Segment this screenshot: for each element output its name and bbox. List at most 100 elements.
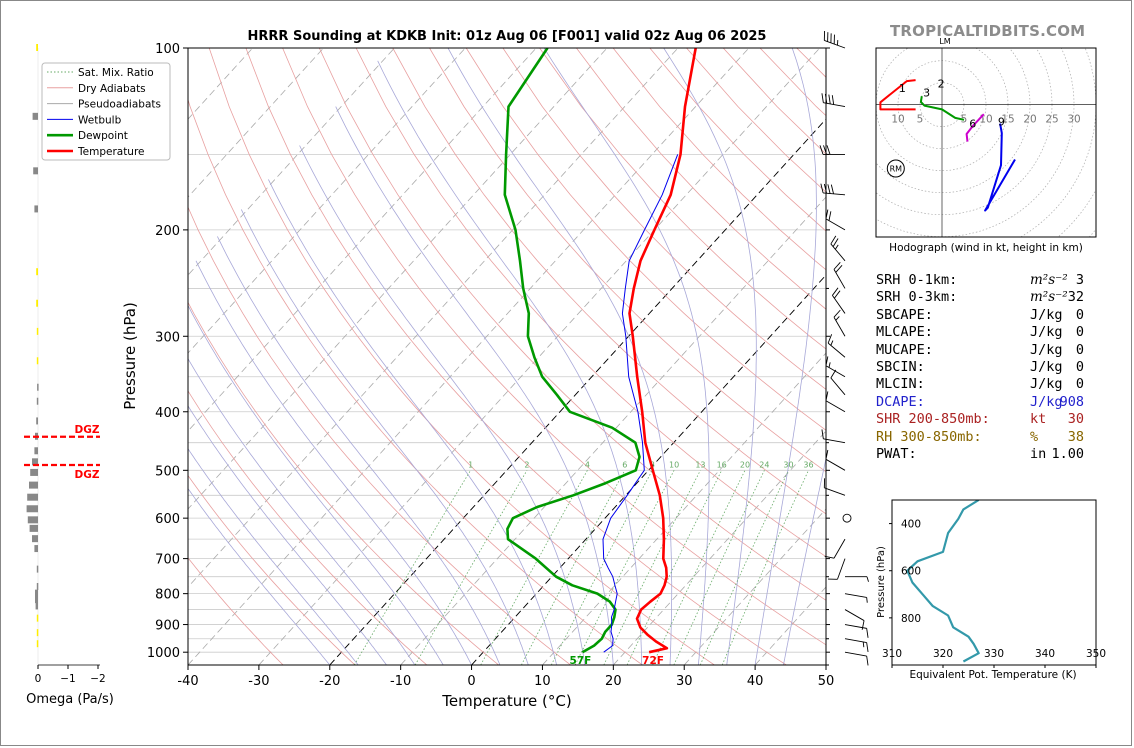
dry-adiabat (188, 474, 356, 665)
barb-staff (825, 218, 846, 231)
isotherm (188, 48, 395, 276)
y-tick-label: 600 (155, 512, 180, 527)
omega-axis-label: Omega (Pa/s) (26, 692, 114, 707)
mixing-ratio-line (550, 470, 653, 665)
moist-adiabat (188, 304, 444, 665)
skewt-axes-frame (187, 47, 827, 666)
barb-half (862, 641, 865, 648)
stats-table: SRH 0-1km: 3 m²s⁻² SRH 0-3km: 32 m²s⁻² SBCAPE:… (876, 272, 1106, 463)
barb-full (825, 449, 829, 460)
hodograph-rings: 10 5 5 10 15 20 25 30 (876, 48, 1096, 237)
omega-bar (36, 417, 38, 425)
dry-adiabat (539, 48, 826, 350)
barb-half (834, 244, 839, 250)
wind-barb (833, 261, 846, 289)
x-tick-label: -10 (390, 674, 411, 689)
barb-full (832, 238, 839, 247)
hodograph-title: Hodograph (wind in kt, height in km) (889, 242, 1083, 254)
omega-bar (29, 524, 38, 532)
omega-bar (35, 602, 38, 610)
omega-tick-label: −2 (90, 673, 105, 685)
mixing-ratio-line (652, 470, 746, 665)
stat-unit: J/kg (1030, 358, 1063, 375)
hodo-segment (984, 123, 1016, 212)
mixing-ratio-label: 2 (524, 460, 529, 469)
stat-unit: % (1030, 428, 1039, 445)
barb-full (866, 628, 869, 638)
stat-value: 0 (1075, 376, 1084, 393)
wind-barb (820, 183, 846, 196)
moist-adiabat (188, 487, 331, 665)
barb-half (866, 576, 869, 582)
dry-adiabat (188, 301, 499, 665)
omega-bar (33, 167, 38, 175)
barb-staff (824, 40, 846, 49)
wind-barb (844, 624, 869, 638)
barb-full (866, 655, 869, 666)
stat-label: MLCAPE: (876, 324, 933, 341)
isotherm-zero (471, 274, 826, 665)
dry-adiabat (576, 48, 826, 310)
hodograph-frame (875, 47, 1097, 238)
mixing-ratio-line (603, 470, 701, 665)
stat-mlcin: MLCIN: 0 J/kg (876, 376, 1106, 393)
isotherm (188, 48, 324, 198)
stat-value: 1.00 (1051, 445, 1084, 462)
moist-adiabat (447, 48, 673, 665)
moist-adiabat (783, 456, 826, 665)
dry-adiabat (282, 48, 826, 646)
surface-temp-label: 72F (642, 655, 664, 667)
hodo-height-label: 6 (969, 118, 976, 131)
omega-bar (34, 447, 38, 455)
x-tick-label: -40 (177, 674, 198, 689)
legend-entry: Temperature (77, 146, 145, 158)
stat-unit: m²s⁻² (1030, 289, 1068, 306)
stat-pwat: PWAT: 1.00 in (876, 446, 1106, 463)
omega-bar (26, 505, 38, 513)
moist-adiabat (268, 179, 557, 665)
x-tick-label: 20 (605, 674, 622, 689)
theta-x-tick-label: 320 (933, 648, 953, 660)
isotherm-minus20 (329, 118, 826, 665)
y-tick-label: 200 (155, 224, 180, 239)
isotherm (188, 48, 466, 354)
legend-entry: Sat. Mix. Ratio (78, 67, 154, 79)
rm-label: RM (890, 164, 903, 173)
stat-unit: J/kg (1030, 341, 1063, 358)
y-tick-label: 1000 (147, 646, 180, 661)
hodo-segment (879, 79, 916, 111)
moist-adiabat (195, 260, 472, 665)
omega-tick-label: 0 (35, 673, 42, 685)
omega-tick-label: −1 (60, 673, 75, 685)
stat-label: PWAT: (876, 445, 917, 462)
wind-barb (819, 145, 845, 155)
barb-full (833, 261, 841, 270)
stat-shr: SHR 200-850mb: 30 kt (876, 411, 1106, 428)
barb-full (828, 211, 832, 221)
moist-adiabat (188, 405, 387, 665)
mixing-ratio-line (414, 470, 528, 665)
stat-unit: J/kg (1030, 393, 1063, 410)
barb-full (830, 369, 837, 379)
stat-unit: J/kg (1030, 306, 1063, 323)
barb-staff (844, 651, 867, 657)
temperature-line (628, 48, 697, 654)
barb-full (830, 235, 837, 245)
mixing-ratio-label: 4 (585, 460, 590, 469)
stat-label: SRH 0-1km: (876, 272, 958, 288)
omega-bar (32, 535, 38, 543)
barb-staff (823, 102, 846, 107)
dry-adiabat (245, 48, 787, 665)
stat-unit: in (1030, 445, 1047, 462)
dry-adiabat (188, 98, 643, 665)
x-tick-label: -30 (248, 674, 269, 689)
dewpoint-line (503, 48, 641, 654)
mixing-ratio-label: 30 (783, 460, 793, 469)
omega-bar (34, 545, 38, 553)
barb-staff (830, 243, 846, 262)
wind-barb (827, 558, 846, 580)
wind-barb (821, 93, 846, 107)
stat-srh03: SRH 0-3km: 32 m²s⁻² (876, 289, 1106, 306)
barb-full (824, 93, 828, 104)
hodo-ring-label: 20 (1023, 114, 1036, 126)
